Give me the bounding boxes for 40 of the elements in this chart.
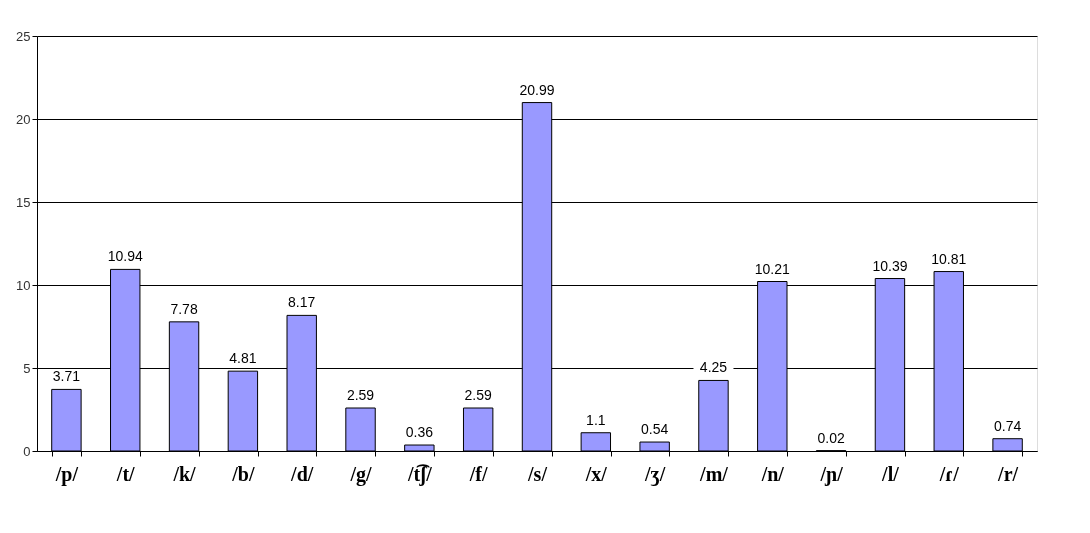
data-label: 10.81 (931, 250, 967, 267)
y-tick-label: 0 (23, 443, 31, 459)
data-label: 2.59 (464, 387, 493, 404)
x-tick-label: /ɲ/ (819, 462, 844, 486)
y-tick-label: 20 (16, 111, 31, 127)
x-tick-label: /ʒ/ (644, 462, 666, 486)
y-tick-label: 10 (16, 277, 31, 293)
x-tick-label: /t/ (115, 462, 136, 485)
y-tick-label: 25 (16, 28, 31, 44)
data-label: 3.71 (52, 368, 81, 385)
data-label: 0.54 (641, 421, 669, 438)
x-tick-label: /m/ (699, 462, 729, 485)
data-label: 10.39 (872, 257, 908, 274)
data-label: 7.78 (170, 300, 198, 317)
y-tick-label: 5 (23, 360, 31, 376)
data-label: 4.25 (699, 359, 728, 376)
data-label: 0.02 (817, 429, 845, 446)
x-tick-label: /b/ (231, 462, 255, 485)
x-tick-label: /g/ (349, 462, 373, 486)
x-tick-label: /r/ (997, 462, 1019, 485)
data-label: 20.99 (519, 81, 555, 98)
data-label: 1.1 (586, 411, 606, 428)
x-tick-label: /f/ (468, 462, 488, 485)
x-tick-label: /k/ (172, 462, 197, 485)
data-label: 10.94 (107, 248, 143, 265)
data-label: 2.59 (346, 387, 375, 404)
y-tick-label: 15 (16, 194, 31, 210)
x-tick-label: /n/ (760, 462, 785, 485)
x-tick-label: /x/ (584, 462, 608, 485)
x-tick-label: /d/ (290, 462, 314, 485)
x-tick-label: /p/ (54, 462, 79, 486)
data-label: 10.21 (754, 260, 791, 277)
x-tick-label: /t͡ʃ/ (406, 462, 433, 486)
x-tick-label: /ɾ/ (938, 462, 960, 485)
data-label: 0.74 (993, 417, 1022, 434)
data-label: 0.36 (405, 424, 434, 441)
x-tick-label: /s/ (527, 462, 548, 485)
data-label: 8.17 (288, 294, 316, 311)
x-tick-label: /l/ (881, 462, 900, 485)
data-label: 4.81 (229, 350, 257, 367)
